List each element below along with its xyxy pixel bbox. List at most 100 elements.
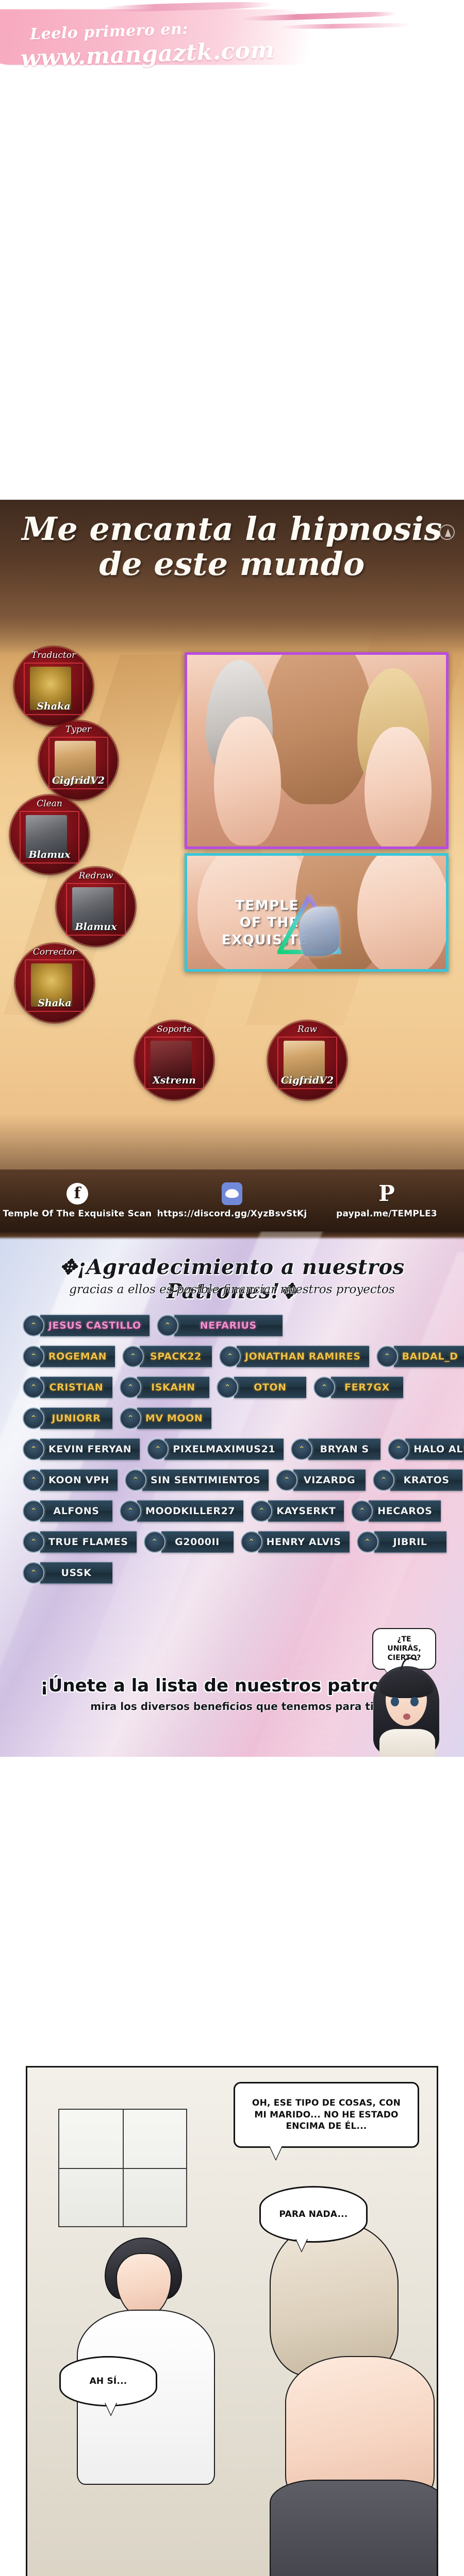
social-links-bar: f Temple Of The Exquisite Scan https://d… (0, 1170, 464, 1231)
rank-insignia-icon: ⌃ (376, 1346, 398, 1367)
social-link-discord[interactable]: https://discord.gg/XyzBsvStKj (155, 1182, 309, 1219)
rank-insignia-icon: ⌃ (122, 1346, 144, 1367)
paypal-label: paypal.me/TEMPLE3 (336, 1209, 437, 1219)
chevron-icon: ⌃ (127, 1413, 134, 1423)
patron-tier-row: ⌃ TRUE FLAMES ⌃ G2000II ⌃ HENRY ALVIS ⌃ JIBRIL (0, 1530, 464, 1554)
title-backdrop (0, 500, 464, 654)
patron-chip: ⌃ KEVIN FERYAN (23, 1437, 140, 1461)
rank-insignia-icon: ⌃ (219, 1346, 241, 1367)
speech-bubble-1: OH, ESE TIPO DE COSAS, CON MI MARIDO... … (234, 2082, 419, 2148)
site-watermark-banner-top: Leelo primero en: www.mangaztk.com (0, 0, 464, 77)
patron-name: KOON VPH (48, 1475, 110, 1486)
patron-chip: ⌃ SIN SENTIMIENTOS (125, 1468, 269, 1492)
rank-insignia-icon: ⌃ (240, 1531, 262, 1553)
patron-name-plate: JONATHAN RAMIRES (237, 1346, 369, 1367)
chevron-icon: ⌃ (30, 1351, 37, 1361)
chibi-mouth (403, 1714, 410, 1720)
rank-insignia-icon: ⌃ (23, 1438, 44, 1460)
patron-name: JONATHAN RAMIRES (245, 1351, 361, 1362)
patron-name-plate: MV MOON (137, 1408, 211, 1429)
speech-text-2: PARA NADA... (279, 2209, 348, 2219)
patron-chip: ⌃ JUNIORR (23, 1406, 112, 1430)
white-spacer-middle (0, 1757, 464, 2045)
chevron-icon: ⌃ (226, 1351, 234, 1361)
credit-badge-traductor: Traductor Shaka (14, 647, 93, 725)
badge-avatar (26, 815, 67, 858)
chevron-icon: ⌃ (164, 1320, 171, 1330)
figure-legs-right (357, 856, 446, 969)
patrons-cta-heading: ¡Únete a la lista de nuestros patrones! (40, 1675, 424, 1696)
character-female-clothing (270, 2480, 437, 2576)
patron-name: BAIDAL_D (402, 1351, 458, 1362)
character-female-hair (270, 2222, 399, 2377)
scanlation-logo: TEMPLE OF THE EXQUISITE (222, 891, 361, 969)
patron-name-plate: HENRY ALVIS (258, 1531, 350, 1553)
patron-tier-row: ⌃ KOON VPH ⌃ SIN SENTIMIENTOS ⌃ VIZARDG ⌃ KRATO… (0, 1468, 464, 1492)
patron-name-plate: ROGEMAN (40, 1346, 115, 1367)
patron-name: KAYSERKT (276, 1505, 336, 1517)
patron-chip: ⌃ KRATOS (373, 1468, 463, 1492)
patron-name-plate: TRUE FLAMES (40, 1531, 137, 1553)
patron-name: G2000II (175, 1536, 220, 1548)
chibi-eye-right (410, 1697, 419, 1706)
chevron-icon: ⌃ (30, 1568, 37, 1578)
chevron-icon: ⌃ (364, 1537, 371, 1547)
patron-name-plate: G2000II (161, 1531, 234, 1553)
patron-name-plate: KRATOS (390, 1469, 463, 1491)
badge-role: Traductor (31, 650, 76, 660)
patron-name-plate: NEFARIUS (174, 1315, 283, 1336)
patron-chip: ⌃ OTON (217, 1376, 306, 1399)
patron-name-plate: JIBRIL (374, 1531, 446, 1553)
facebook-label: Temple Of The Exquisite Scan (3, 1209, 152, 1219)
patron-name-plate: KEVIN FERYAN (40, 1438, 140, 1460)
patron-name: HENRY ALVIS (266, 1536, 341, 1548)
patron-name: SIN SENTIMIENTOS (151, 1475, 261, 1486)
badge-role: Soporte (156, 1024, 192, 1035)
patron-chip: ⌃ MOODKILLER27 (120, 1499, 244, 1523)
chevron-icon: ⌃ (30, 1537, 37, 1547)
badge-name: Blamux (28, 849, 71, 860)
chibi-mascot: ¿TE UNIRÁS, CIERTO? (359, 1628, 457, 1757)
badge-name: Shaka (38, 997, 72, 1009)
rank-insignia-icon: ⌃ (125, 1469, 147, 1491)
patron-name: MOODKILLER27 (145, 1505, 236, 1517)
patron-chip: ⌃ HECAROS (351, 1499, 441, 1523)
patron-chip: ⌃ KAYSERKT (251, 1499, 344, 1523)
chevron-icon: ⌃ (127, 1382, 134, 1392)
patrons-cta-subheading: mira los diversos beneficios que tenemos… (90, 1700, 374, 1713)
patron-chip: ⌃ BRYAN S (291, 1437, 381, 1461)
social-link-facebook[interactable]: f Temple Of The Exquisite Scan (0, 1182, 155, 1219)
patron-name: JESUS CASTILLO (48, 1320, 141, 1331)
credit-badge-corrector: Corrector Shaka (15, 944, 94, 1022)
patron-name-plate: PIXELMAXIMUS21 (164, 1438, 284, 1460)
badge-role: Typer (65, 724, 91, 735)
badge-avatar (72, 887, 113, 930)
patron-name: MV MOON (145, 1413, 203, 1424)
patron-tier-row: ⌃ ROGEMAN ⌃ SPACK22 ⌃ JONATHAN RAMIRES ⌃ BAIDAL… (0, 1345, 464, 1368)
rank-insignia-icon: ⌃ (23, 1408, 44, 1429)
patron-name: NEFARIUS (200, 1320, 257, 1331)
social-link-paypal[interactable]: P paypal.me/TEMPLE3 (309, 1182, 464, 1219)
chibi-speech-bubble: ¿TE UNIRÁS, CIERTO? (372, 1628, 436, 1670)
patron-name: PIXELMAXIMUS21 (173, 1444, 276, 1455)
patron-name: USSK (61, 1567, 92, 1579)
patron-name: TRUE FLAMES (48, 1536, 128, 1548)
patron-name: KEVIN FERYAN (48, 1444, 132, 1455)
rank-insignia-icon: ⌃ (291, 1438, 313, 1460)
rank-insignia-icon: ⌃ (388, 1438, 410, 1460)
patrons-page: ✥¡Agradecimiento a nuestros Patrones!✥ g… (0, 1231, 464, 1757)
badge-role: Raw (297, 1024, 317, 1035)
patron-chip: ⌃ BAIDAL_D (376, 1345, 464, 1368)
patron-name-plate: BRYAN S (308, 1438, 381, 1460)
chevron-icon: ⌃ (129, 1351, 137, 1361)
rank-insignia-icon: ⌃ (356, 1531, 378, 1553)
speech-text-3: AH SÍ... (89, 2376, 127, 2386)
chevron-icon: ⌃ (248, 1537, 255, 1547)
patron-chip: ⌃ HALO ALEJOX (388, 1437, 464, 1461)
badge-name: CigfridV2 (52, 775, 105, 786)
patron-chip: ⌃ MV MOON (120, 1406, 211, 1430)
patron-chip: ⌃ HENRY ALVIS (240, 1530, 350, 1554)
badge-name: Shaka (37, 701, 71, 712)
badge-role: Clean (37, 799, 62, 809)
rank-insignia-icon: ⌃ (351, 1500, 373, 1522)
